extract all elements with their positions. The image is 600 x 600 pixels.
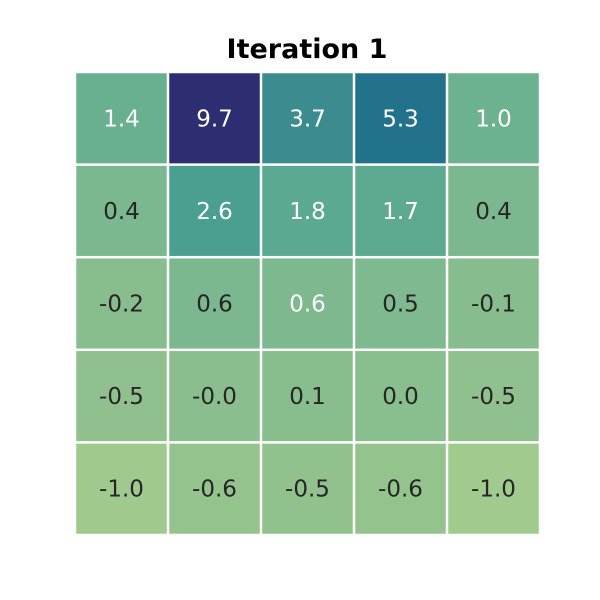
heatmap-cell: -0.5 (262, 443, 353, 534)
heatmap-cell-label: 0.4 (475, 199, 512, 225)
heatmap-cell-rect (262, 73, 353, 164)
heatmap-cell-label: -0.5 (471, 384, 516, 410)
heatmap-cell-rect (76, 258, 167, 349)
heatmap-cell-rect (448, 165, 539, 256)
heatmap-cell: 0.1 (262, 351, 353, 442)
heatmap-cell: -0.5 (448, 351, 539, 442)
heatmap-cell-label: 0.6 (289, 292, 326, 318)
heatmap-cell-rect (355, 443, 446, 534)
heatmap-cell-label: -0.1 (471, 292, 516, 318)
heatmap-cell: 0.6 (169, 258, 260, 349)
heatmap-cell-label: -0.5 (285, 477, 330, 503)
heatmap-cell-label: 5.3 (382, 106, 419, 132)
heatmap-cell-rect (169, 443, 260, 534)
heatmap-cell-label: 0.6 (196, 292, 233, 318)
chart-title: Iteration 1 (227, 34, 388, 65)
heatmap-cell: -0.1 (448, 258, 539, 349)
heatmap-cell-label: 3.7 (289, 106, 326, 132)
heatmap-cell-rect (448, 73, 539, 164)
heatmap-cell: -0.6 (169, 443, 260, 534)
heatmap-cell: 0.5 (355, 258, 446, 349)
heatmap-cell: 1.4 (76, 73, 167, 164)
heatmap-cell: -0.6 (355, 443, 446, 534)
heatmap-cell-label: -0.2 (99, 292, 144, 318)
heatmap-cell-label: -1.0 (471, 477, 516, 503)
heatmap-cell: 2.6 (169, 165, 260, 256)
heatmap-cell-label: 2.6 (196, 199, 233, 225)
heatmap-cell-rect (355, 351, 446, 442)
heatmap-cell-rect (76, 443, 167, 534)
heatmap-cell: 1.8 (262, 165, 353, 256)
heatmap-cell-rect (169, 351, 260, 442)
heatmap-cell-label: -0.0 (192, 384, 237, 410)
heatmap-cell-rect (76, 73, 167, 164)
heatmap-cell-label: -0.5 (99, 384, 144, 410)
heatmap-cell: -1.0 (76, 443, 167, 534)
heatmap-grid: 1.4 9.7 3.7 5.3 1.0 0.4 2.6 1.8 1.7 0.4 -0.2 0.6 0.6… (75, 72, 540, 535)
heatmap-cell-label: 0.5 (382, 292, 419, 318)
heatmap-cell: 0.0 (355, 351, 446, 442)
heatmap-cell-label: 0.1 (289, 384, 326, 410)
heatmap-cell: 0.6 (262, 258, 353, 349)
heatmap-cell: 3.7 (262, 73, 353, 164)
heatmap-cell-rect (355, 73, 446, 164)
heatmap-cell-label: 1.0 (475, 106, 512, 132)
heatmap-cell-rect (262, 351, 353, 442)
heatmap-cell-rect (76, 165, 167, 256)
heatmap-cell-rect (355, 258, 446, 349)
heatmap-cell: 0.4 (448, 165, 539, 256)
heatmap-cell: 9.7 (169, 73, 260, 164)
heatmap-cell: 0.4 (76, 165, 167, 256)
heatmap-cell-rect (76, 351, 167, 442)
heatmap-cell-rect (262, 258, 353, 349)
heatmap-cell: -1.0 (448, 443, 539, 534)
heatmap-cell-rect (448, 351, 539, 442)
heatmap-cell: 5.3 (355, 73, 446, 164)
heatmap-cell-label: 0.4 (103, 199, 140, 225)
heatmap-cell-rect (262, 165, 353, 256)
heatmap-cell-rect (448, 258, 539, 349)
heatmap-cell-label: -1.0 (99, 477, 144, 503)
heatmap-cell-rect (448, 443, 539, 534)
heatmap-cell-label: 9.7 (196, 106, 233, 132)
heatmap-cell-rect (169, 165, 260, 256)
heatmap-cell-label: 0.0 (382, 384, 419, 410)
heatmap-cell-label: 1.7 (382, 199, 419, 225)
heatmap-cell-label: 1.8 (289, 199, 326, 225)
heatmap-cell: -0.2 (76, 258, 167, 349)
heatmap-cell: 1.7 (355, 165, 446, 256)
heatmap-cell-rect (169, 73, 260, 164)
heatmap-cell: -0.5 (76, 351, 167, 442)
heatmap-cell-label: -0.6 (378, 477, 423, 503)
heatmap-cell-label: 1.4 (103, 106, 140, 132)
heatmap-cell-rect (262, 443, 353, 534)
heatmap-cell: 1.0 (448, 73, 539, 164)
heatmap-cell-rect (355, 165, 446, 256)
heatmap-cell-label: -0.6 (192, 477, 237, 503)
heatmap-cell-rect (169, 258, 260, 349)
heatmap-cell: -0.0 (169, 351, 260, 442)
